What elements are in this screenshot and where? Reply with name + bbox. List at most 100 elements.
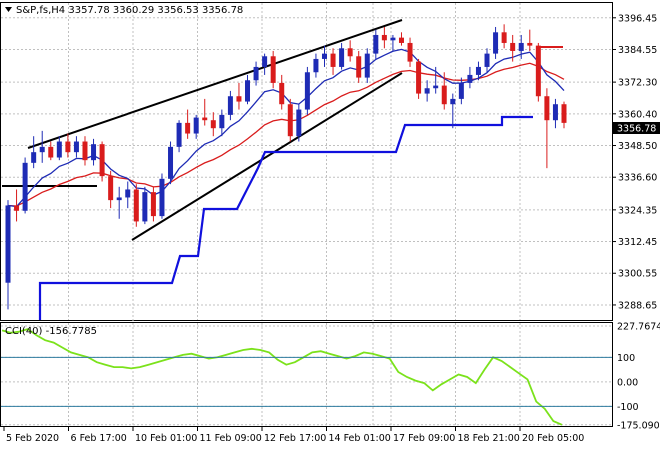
symbol-label: S&P,fs,H4 <box>16 5 65 16</box>
grid <box>1 3 612 426</box>
cci-label: CCI(40) -156.7785 <box>5 326 97 337</box>
candle-body <box>219 114 225 129</box>
candles <box>5 24 567 310</box>
candle-body <box>535 45 541 97</box>
candle-body <box>381 34 387 41</box>
candle <box>450 93 456 129</box>
candle-body <box>133 189 139 222</box>
time-tick-label: 17 Feb 09:00 <box>393 433 455 444</box>
candle-body <box>142 192 148 222</box>
candle <box>279 74 285 110</box>
candle <box>270 50 276 89</box>
candle <box>48 141 54 161</box>
time-axis: 5 Feb 2020 6 Feb 17:00 10 Feb 01:00 11 Feb … <box>3 427 584 444</box>
candle <box>390 34 396 51</box>
price-tick-label: 3288.65 <box>618 300 657 311</box>
candle-body <box>518 42 524 51</box>
candle <box>467 66 473 89</box>
candle <box>287 98 293 142</box>
candle-body <box>561 104 567 123</box>
candle-body <box>159 178 165 217</box>
candle-body <box>339 48 345 67</box>
support-resistance-line <box>38 115 533 320</box>
candle <box>493 26 499 59</box>
candle-body <box>330 53 336 67</box>
candle-body <box>458 82 464 99</box>
candle <box>527 29 533 51</box>
menu-triangle-icon[interactable] <box>5 7 12 12</box>
candle <box>304 66 310 115</box>
candle-body <box>433 85 439 89</box>
cci-pane-frame <box>0 322 613 427</box>
candle-body <box>108 176 114 201</box>
candle <box>475 61 481 81</box>
candle <box>296 104 302 142</box>
candle-body <box>279 82 285 105</box>
candle-body <box>116 197 122 201</box>
lower-trend-line <box>131 72 403 241</box>
candle <box>262 53 268 75</box>
candle <box>544 88 550 169</box>
candle <box>407 37 413 67</box>
candle-body <box>91 144 97 161</box>
price-tick-label: 3300.55 <box>618 269 657 280</box>
candle-body <box>321 53 327 59</box>
candle-body <box>185 122 191 134</box>
price-tick-label: 3324.35 <box>618 205 657 216</box>
time-tick-label: 20 Feb 05:00 <box>522 433 584 444</box>
candle <box>202 98 208 126</box>
price-tick-label: 3336.60 <box>618 173 657 184</box>
candle <box>245 74 251 105</box>
candle <box>99 141 105 182</box>
candle <box>347 40 353 62</box>
cci-tick-label: 100 <box>617 353 635 364</box>
svg-text:S&P,fs,H4 3357.78 3360.29 3356: S&P,fs,H4 3357.78 3360.29 3356.53 3356.7… <box>16 5 243 16</box>
candle-body <box>202 117 208 121</box>
candle <box>227 90 233 121</box>
price-axis: 3396.45 3384.55 3372.30 3360.40 3348.50 3336.… <box>612 13 657 311</box>
candle <box>501 24 507 49</box>
candle <box>236 82 242 110</box>
candle-body <box>424 88 430 94</box>
candle-body <box>544 96 550 121</box>
candle-body <box>227 96 233 115</box>
candle <box>56 136 62 161</box>
candle-body <box>484 53 490 67</box>
main-pane-frame <box>0 2 613 321</box>
time-tick-label: 6 Feb 17:00 <box>71 433 127 444</box>
candle-body <box>82 141 88 161</box>
candle-body <box>347 48 353 57</box>
candle <box>561 101 567 129</box>
candle-body <box>99 144 105 177</box>
candle-body <box>31 152 37 163</box>
price-tick-label: 3348.50 <box>618 141 657 152</box>
time-tick-label: 5 Feb 2020 <box>6 433 59 444</box>
candle <box>441 72 447 110</box>
candle <box>91 138 97 166</box>
candle-body <box>475 66 481 75</box>
candle-body <box>253 66 259 81</box>
cci-tick-label: -100 <box>617 402 639 413</box>
candle <box>168 141 174 185</box>
candle <box>381 26 387 49</box>
candle-body <box>270 56 276 83</box>
candle-body <box>168 146 174 179</box>
candle <box>416 58 422 99</box>
candle <box>159 173 165 219</box>
candle <box>193 114 199 139</box>
candle <box>313 53 319 78</box>
ma-slow-line <box>7 62 565 207</box>
candle <box>535 42 541 102</box>
candle-body <box>390 37 396 41</box>
candle <box>510 34 516 62</box>
cci-tick-label: 227.7674 <box>617 321 660 332</box>
time-tick-label: 14 Feb 01:00 <box>329 433 391 444</box>
candle-body <box>450 98 456 105</box>
trend-lines <box>2 19 403 241</box>
time-tick-label: 18 Feb 21:00 <box>458 433 520 444</box>
cci-line <box>1 328 563 426</box>
candle-body <box>150 192 156 217</box>
candle <box>108 170 114 209</box>
candle <box>552 98 558 129</box>
